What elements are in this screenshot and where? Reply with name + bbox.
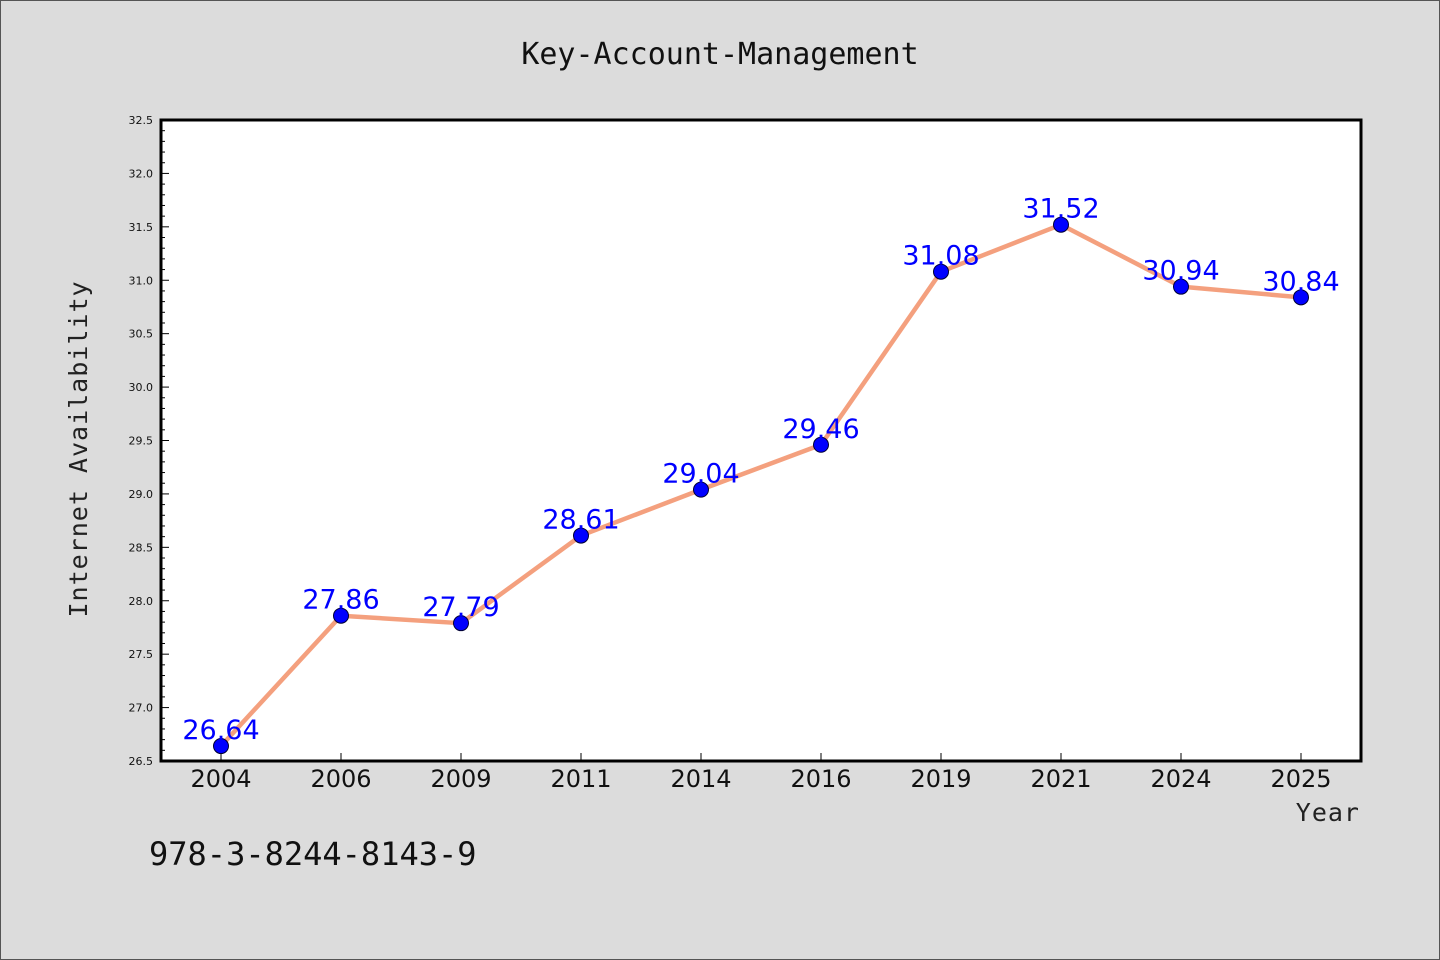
y-tick-label: 31.0 <box>129 274 154 287</box>
plot-frame <box>159 118 1363 763</box>
y-tick-label: 30.5 <box>129 328 154 341</box>
data-point <box>1173 278 1189 295</box>
x-tick-label: 2004 <box>190 765 251 793</box>
x-tick-label: 2021 <box>1030 765 1091 793</box>
data-label: 31.08 <box>902 241 979 272</box>
data-point <box>933 263 949 280</box>
y-tick-label: 32.0 <box>129 167 154 180</box>
y-tick-label: 29.5 <box>129 435 154 448</box>
isbn-caption: 978-3-8244-8143-9 <box>149 835 477 873</box>
y-tick-label: 27.0 <box>129 702 154 715</box>
data-label: 29.46 <box>782 414 859 445</box>
y-tick-label: 32.5 <box>129 114 154 127</box>
data-label: 30.84 <box>1262 266 1339 297</box>
x-axis: 2004 2006 2009 2011 2014 2016 2019 2021 2024 2025 <box>190 753 1332 793</box>
x-tick-label: 2024 <box>1150 765 1211 793</box>
data-label: 28.61 <box>542 505 619 536</box>
data-labels: 26.64 27.86 27.79 28.61 29.04 29.46 31.08 31.52… <box>182 194 1339 746</box>
series-markers <box>213 216 1309 755</box>
data-point <box>573 527 589 544</box>
y-tick-label: 30.0 <box>129 381 154 394</box>
y-tick-label: 31.5 <box>129 221 154 234</box>
data-label: 30.94 <box>1142 256 1219 287</box>
plot-area <box>161 120 1361 761</box>
data-point <box>1293 289 1309 306</box>
y-tick-label: 28.5 <box>129 541 154 554</box>
data-label: 26.64 <box>182 715 259 746</box>
data-label: 27.86 <box>302 585 379 616</box>
data-label: 31.52 <box>1022 194 1099 225</box>
y-tick-label: 29.0 <box>129 488 154 501</box>
y-axis: 26.5 27.0 27.5 28.0 28.5 29.0 29.5 30.0 30.5 31.0… <box>129 114 169 768</box>
chart-title: Key-Account-Management <box>521 37 918 72</box>
x-tick-label: 2009 <box>430 765 491 793</box>
x-tick-label: 2006 <box>310 765 371 793</box>
data-point <box>813 436 829 453</box>
data-label: 29.04 <box>662 459 739 490</box>
data-point <box>693 481 709 498</box>
y-tick-label: 27.5 <box>129 648 154 661</box>
data-point <box>453 615 469 632</box>
data-point <box>333 607 349 624</box>
y-tick-label: 26.5 <box>129 755 154 768</box>
x-tick-label: 2019 <box>910 765 971 793</box>
data-label: 27.79 <box>422 592 499 623</box>
x-tick-label: 2016 <box>790 765 851 793</box>
x-axis-label: Year <box>1296 798 1360 827</box>
x-tick-label: 2011 <box>550 765 611 793</box>
data-point <box>213 738 229 755</box>
series-line <box>219 222 1302 748</box>
x-tick-label: 2014 <box>670 765 731 793</box>
data-point <box>1053 216 1069 233</box>
y-tick-label: 28.0 <box>129 595 154 608</box>
x-tick-label: 2025 <box>1270 765 1331 793</box>
y-axis-label: Internet Availability <box>64 280 93 617</box>
